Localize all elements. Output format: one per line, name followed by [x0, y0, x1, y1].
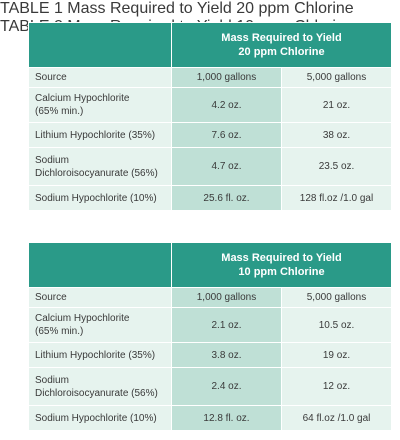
- value-cell: 38 oz.: [281, 122, 392, 148]
- value-cell: 2.1 oz.: [171, 307, 282, 343]
- source-line: Dichloroisocyanurate (56%): [35, 387, 158, 399]
- data-row: Calcium Hypochlorite (65% min.) 2.1 oz. 10.…: [28, 307, 392, 343]
- header-cell: Mass Required to Yield 10 ppm Chlorine: [171, 242, 392, 288]
- column-label: Source: [28, 67, 172, 88]
- source-line: Dichloroisocyanurate (56%): [35, 167, 158, 179]
- column-label: Source: [28, 287, 172, 308]
- source-cell: Calcium Hypochlorite (65% min.): [28, 87, 172, 123]
- source-line: Lithium Hypochlorite (35%): [35, 129, 156, 141]
- column-row: Source 1,000 gallons 5,000 gallons: [28, 287, 392, 308]
- table: Mass Required to Yield 10 ppm Chlorine Sou…: [28, 242, 392, 431]
- source-cell: Sodium Hypochlorite (10%): [28, 405, 172, 431]
- source-line: Sodium Hypochlorite (10%): [35, 412, 157, 424]
- value-cell: 12.8 fl. oz.: [171, 405, 282, 431]
- source-cell: Calcium Hypochlorite (65% min.): [28, 307, 172, 343]
- data-row: Sodium Dichloroisocyanurate (56%) 4.7 oz. 2…: [28, 147, 392, 186]
- value-cell: 3.8 oz.: [171, 342, 282, 368]
- value-cell: 21 oz.: [281, 87, 392, 123]
- column-label: 5,000 gallons: [281, 67, 392, 88]
- source-line: Sodium: [35, 154, 69, 166]
- data-row: Sodium Dichloroisocyanurate (56%) 2.4 oz. 1…: [28, 367, 392, 406]
- source-line: Sodium Hypochlorite (10%): [35, 192, 157, 204]
- header-row: Mass Required to Yield 20 ppm Chlorine: [28, 22, 392, 68]
- source-line: (65% min.): [35, 326, 84, 337]
- source-cell: Lithium Hypochlorite (35%): [28, 342, 172, 368]
- source-cell: Sodium Dichloroisocyanurate (56%): [28, 367, 172, 406]
- column-label: 1,000 gallons: [171, 67, 282, 88]
- value-cell: 10.5 oz.: [281, 307, 392, 343]
- header-line: Mass Required to Yield: [221, 252, 342, 264]
- header-line: 20 ppm Chlorine: [238, 46, 325, 58]
- source-line: Lithium Hypochlorite (35%): [35, 349, 156, 361]
- source-cell: Sodium Hypochlorite (10%): [28, 185, 172, 211]
- source-line: (65% min.): [35, 106, 84, 117]
- header-line: Mass Required to Yield: [221, 32, 342, 44]
- table-caption: TABLE 1 Mass Required to Yield 20 ppm Ch…: [0, 0, 354, 17]
- value-cell: 12 oz.: [281, 367, 392, 406]
- data-row: Lithium Hypochlorite (35%) 7.6 oz. 38 oz.: [28, 122, 392, 148]
- column-row: Source 1,000 gallons 5,000 gallons: [28, 67, 392, 88]
- data-row: Sodium Hypochlorite (10%) 12.8 fl. oz. 64 …: [28, 405, 392, 431]
- source-cell: Lithium Hypochlorite (35%): [28, 122, 172, 148]
- header-line: 10 ppm Chlorine: [238, 266, 325, 278]
- value-cell: 64 fl.oz /1.0 gal: [281, 405, 392, 431]
- value-cell: 4.2 oz.: [171, 87, 282, 123]
- value-cell: 128 fl.oz /1.0 gal: [281, 185, 392, 211]
- data-row: Calcium Hypochlorite (65% min.) 4.2 oz. 21 …: [28, 87, 392, 123]
- source-line: Calcium Hypochlorite: [35, 313, 130, 324]
- header-blank: [28, 22, 172, 68]
- data-row: Lithium Hypochlorite (35%) 3.8 oz. 19 oz.: [28, 342, 392, 368]
- table: Mass Required to Yield 20 ppm Chlorine Sou…: [28, 22, 392, 211]
- value-cell: 4.7 oz.: [171, 147, 282, 186]
- value-cell: 7.6 oz.: [171, 122, 282, 148]
- header-blank: [28, 242, 172, 288]
- value-cell: 2.4 oz.: [171, 367, 282, 406]
- column-label: 1,000 gallons: [171, 287, 282, 308]
- source-line: Sodium: [35, 374, 69, 386]
- source-cell: Sodium Dichloroisocyanurate (56%): [28, 147, 172, 186]
- value-cell: 25.6 fl. oz.: [171, 185, 282, 211]
- header-cell: Mass Required to Yield 20 ppm Chlorine: [171, 22, 392, 68]
- data-row: Sodium Hypochlorite (10%) 25.6 fl. oz. 128…: [28, 185, 392, 211]
- header-row: Mass Required to Yield 10 ppm Chlorine: [28, 242, 392, 288]
- source-line: Calcium Hypochlorite: [35, 93, 130, 104]
- value-cell: 23.5 oz.: [281, 147, 392, 186]
- value-cell: 19 oz.: [281, 342, 392, 368]
- column-label: 5,000 gallons: [281, 287, 392, 308]
